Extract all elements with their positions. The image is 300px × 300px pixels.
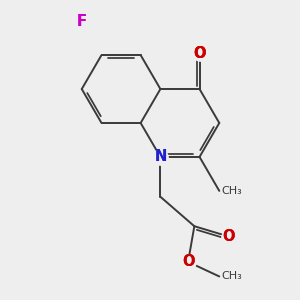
Text: O: O [223,229,235,244]
Text: O: O [182,254,194,269]
Text: F: F [77,14,87,28]
Text: O: O [182,254,194,269]
Text: N: N [154,149,167,164]
Text: O: O [223,229,235,244]
Text: O: O [193,46,206,61]
Text: O: O [193,46,206,61]
Text: CH₃: CH₃ [221,272,242,281]
Text: N: N [154,149,167,164]
Text: CH₃: CH₃ [221,186,242,196]
Text: O: O [193,46,206,61]
Text: F: F [77,14,87,28]
